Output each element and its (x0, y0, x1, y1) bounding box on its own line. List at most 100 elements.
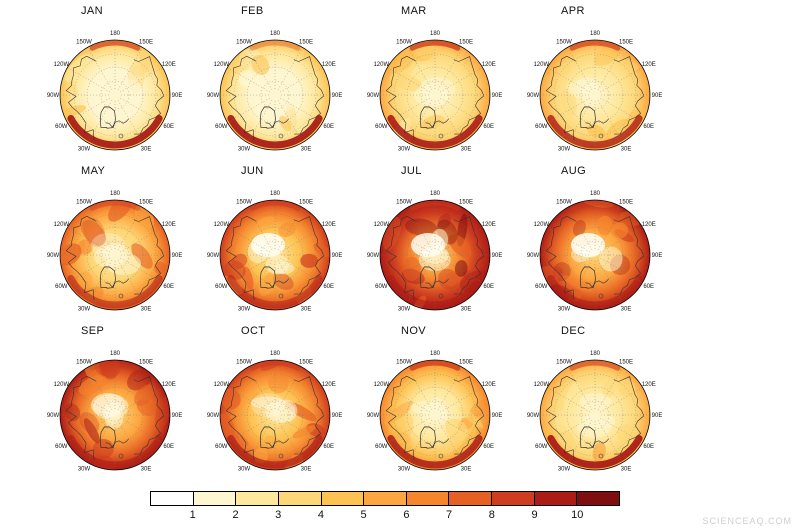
lon-label: 120E (642, 222, 656, 228)
lon-label: 120W (53, 222, 69, 228)
lon-label: 150E (299, 199, 313, 205)
lon-label: 30E (301, 147, 312, 153)
month-label: NOV (401, 325, 427, 337)
map-cell-oct: OCT 180 150E 120E 90E 60E 30E 30W 60W 90W 120W 150W (195, 325, 355, 485)
lon-label: 30E (461, 467, 472, 473)
lon-label: 90E (332, 253, 343, 259)
lon-label: 150W (76, 39, 92, 45)
lon-label: 120E (162, 222, 176, 228)
lon-label: 90W (207, 413, 220, 419)
lon-label: 30W (78, 307, 91, 313)
polar-map: 180 150E 120E 90E 60E 30E 30W 60W 90W 120W 150W (207, 351, 343, 473)
colorbar-segment (150, 491, 194, 506)
lon-label: 30W (558, 467, 571, 473)
colorbar-segment (363, 491, 407, 506)
lon-label: 180 (270, 351, 281, 357)
month-label: DEC (561, 325, 586, 337)
lon-label: 120W (53, 382, 69, 388)
lon-label: 90W (47, 253, 60, 259)
lon-label: 90E (332, 413, 343, 419)
lon-label: 60E (643, 444, 654, 450)
polar-map: 180 150E 120E 90E 60E 30E 30W 60W 90W 120W 150W (207, 31, 343, 153)
month-label: JAN (81, 5, 103, 17)
colorbar-segment (491, 491, 535, 506)
lon-label: 120E (642, 62, 656, 68)
polar-map: 180 150E 120E 90E 60E 30E 30W 60W 90W 120W 150W (527, 351, 663, 473)
lon-label: 180 (110, 191, 121, 197)
lon-label: 30W (78, 147, 91, 153)
lon-label: 60W (55, 444, 68, 450)
colorbar-tick-label: 5 (360, 509, 367, 521)
map-cell-jul: JUL 180 150E 120E 90E 60E 30E 30W 60W 90W 120W 150W (355, 165, 515, 325)
colorbar-tick-label: 1 (189, 509, 196, 521)
lon-label: 90W (527, 413, 540, 419)
colorbar-tick-label: 10 (571, 509, 584, 521)
polar-map: 180 150E 120E 90E 60E 30E 30W 60W 90W 120W 150W (367, 191, 503, 313)
map-cell-mar: MAR 180 150E 120E 90E 60E 30E 30W 60W 90W 120W 150W (355, 5, 515, 165)
lon-label: 60W (535, 124, 548, 130)
lon-label: 150W (236, 359, 252, 365)
lon-label: 60W (55, 124, 68, 130)
polar-map: 180 150E 120E 90E 60E 30E 30W 60W 90W 120W 150W (47, 31, 183, 153)
lon-label: 120E (162, 382, 176, 388)
lon-label: 120W (373, 222, 389, 228)
lon-label: 60E (163, 444, 174, 450)
lon-label: 150W (396, 359, 412, 365)
lon-label: 180 (430, 351, 441, 357)
lon-label: 30E (621, 147, 632, 153)
month-label: AUG (561, 165, 587, 177)
lon-label: 90E (652, 253, 663, 259)
lon-label: 180 (430, 191, 441, 197)
lon-label: 90E (332, 93, 343, 99)
lon-label: 90W (367, 413, 380, 419)
lon-label: 90W (527, 253, 540, 259)
colorbar-tick-label: 3 (275, 509, 282, 521)
lon-label: 90E (652, 413, 663, 419)
colorbar-segment (448, 491, 493, 506)
lon-label: 60W (215, 444, 228, 450)
month-label: JUL (401, 165, 422, 177)
lon-label: 60E (163, 284, 174, 290)
lon-label: 30W (398, 307, 411, 313)
lon-label: 30W (238, 147, 251, 153)
colorbar-tick-label: 9 (531, 509, 538, 521)
polar-map: 180 150E 120E 90E 60E 30E 30W 60W 90W 120W 150W (367, 31, 503, 153)
lon-label: 60W (55, 284, 68, 290)
lon-label: 180 (590, 31, 601, 37)
lon-label: 90E (172, 253, 183, 259)
lon-label: 90E (492, 413, 503, 419)
colorbar (150, 491, 621, 506)
lon-label: 30E (141, 147, 152, 153)
lon-label: 90E (172, 413, 183, 419)
lon-label: 120W (213, 222, 229, 228)
lon-label: 120W (213, 62, 229, 68)
lon-label: 120E (322, 62, 336, 68)
lon-label: 90W (47, 413, 60, 419)
lon-label: 90W (367, 253, 380, 259)
lon-label: 180 (590, 351, 601, 357)
lon-label: 120W (213, 382, 229, 388)
lon-label: 150W (556, 199, 572, 205)
lon-label: 30W (78, 467, 91, 473)
lon-label: 60E (163, 124, 174, 130)
lon-label: 60E (323, 444, 334, 450)
map-cell-nov: NOV 180 150E 120E 90E 60E 30E 30W 60W 90W 120W 150W (355, 325, 515, 485)
lon-label: 30E (141, 307, 152, 313)
lon-label: 150E (139, 39, 153, 45)
month-label: MAY (81, 165, 106, 177)
lon-label: 150W (396, 39, 412, 45)
lon-label: 120W (533, 62, 549, 68)
lon-label: 30E (621, 467, 632, 473)
polar-map: 180 150E 120E 90E 60E 30E 30W 60W 90W 120W 150W (47, 351, 183, 473)
colorbar-segment (277, 491, 322, 506)
watermark: SCIENCEAQ.COM (702, 516, 792, 526)
month-label: JUN (241, 165, 264, 177)
colorbar-segment (235, 491, 279, 506)
lon-label: 180 (270, 191, 281, 197)
colorbar-segment (320, 491, 365, 506)
map-cell-may: MAY 180 150E 120E 90E 60E 30E 30W 60W 90W 120W 150W (35, 165, 195, 325)
lon-label: 90W (367, 93, 380, 99)
lon-label: 60E (323, 284, 334, 290)
lon-label: 120E (322, 222, 336, 228)
